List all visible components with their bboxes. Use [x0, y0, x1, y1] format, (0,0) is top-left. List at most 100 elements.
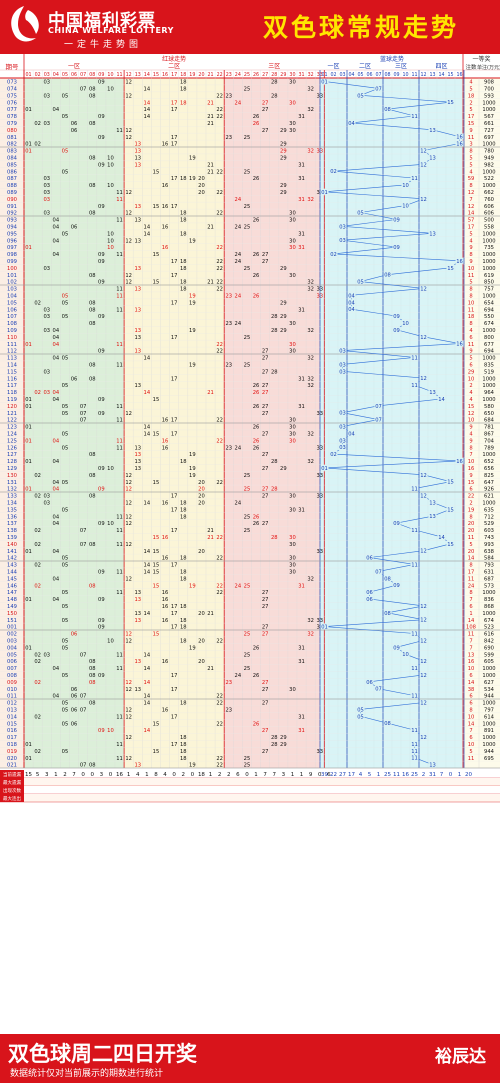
red-ball-number: 30	[289, 438, 296, 444]
blue-ball-number: 11	[411, 666, 418, 672]
blue-ball-number: 02	[330, 452, 337, 458]
prize-count: 22	[468, 494, 475, 500]
red-ball-number: 25	[244, 763, 251, 769]
red-ball-number: 21	[207, 162, 214, 168]
red-number-header: 32	[308, 72, 314, 78]
prize-count: 4	[469, 238, 473, 244]
prize-amount: 789	[484, 445, 494, 451]
red-ball-number: 21	[207, 225, 214, 231]
red-ball-number: 28	[271, 459, 278, 465]
prize-amount: 614	[484, 714, 495, 720]
red-ball-number: 15	[153, 169, 160, 175]
prize-count: 10	[468, 714, 475, 720]
red-ball-number: 28	[271, 369, 278, 375]
red-ball-number: 29	[280, 300, 287, 306]
red-ball-number: 10	[107, 238, 114, 244]
prize-count: 18	[468, 314, 475, 320]
blue-ball-number: 12	[420, 473, 427, 479]
prize-amount: 519	[484, 369, 494, 375]
red-ball-number: 13	[134, 687, 141, 693]
blue-ball-bg	[374, 685, 383, 692]
blue-ball-number: 12	[420, 618, 427, 624]
prize-amount: 949	[484, 156, 494, 162]
red-ball-number: 10	[107, 162, 114, 168]
prize-amount: 684	[484, 418, 495, 424]
red-ball-number: 04	[53, 666, 60, 672]
blue-number-header: 10	[402, 72, 408, 78]
red-ball-number: 18	[180, 514, 187, 520]
red-ball-number: 17	[171, 100, 178, 106]
prize-amount: 674	[484, 618, 495, 624]
prize-count: 5	[469, 280, 472, 286]
blue-ball-bg	[392, 582, 401, 589]
red-ball-number: 14	[144, 432, 151, 438]
red-number-header: 31	[298, 72, 304, 78]
period-label: 118	[7, 390, 17, 396]
red-ball-number: 08	[89, 321, 96, 327]
red-missing-value: 0	[91, 772, 95, 778]
red-ball-number: 15	[153, 204, 160, 210]
blue-ball-bg	[446, 99, 455, 106]
red-ball-number: 32	[307, 280, 314, 286]
red-ball-number: 13	[134, 466, 141, 472]
red-ball-number: 09	[98, 673, 105, 679]
blue-ball-number: 10	[402, 183, 409, 189]
red-ball-number: 27	[262, 107, 269, 113]
red-ball-number: 08	[89, 300, 96, 306]
prize-count: 7	[469, 197, 472, 203]
red-ball-number: 31	[298, 231, 305, 237]
red-ball-number: 18	[180, 266, 187, 272]
red-number-header: 16	[162, 72, 168, 78]
prize-amount: 1000	[482, 721, 495, 727]
blue-ball-number: 12	[420, 700, 427, 706]
blue-ball-bg	[410, 754, 419, 761]
blue-ball-number: 06	[366, 556, 373, 562]
prize-amount: 1000	[482, 231, 495, 237]
red-ball-number: 08	[89, 121, 96, 127]
red-ball-number: 07	[80, 542, 87, 548]
red-ball-number: 17	[171, 604, 178, 610]
prize-amount: 567	[484, 114, 494, 120]
period-label: 095	[7, 231, 17, 237]
red-ball-number: 16	[162, 618, 169, 624]
red-ball-number: 04	[53, 487, 60, 493]
red-ball-number: 08	[89, 363, 96, 369]
blue-ball-number: 10	[402, 652, 409, 658]
red-ball-number: 07	[80, 87, 87, 93]
prize-count: 8	[469, 563, 472, 569]
red-ball-number: 04	[53, 342, 60, 348]
blue-ball-number: 11	[411, 756, 418, 762]
red-ball-number: 01	[25, 756, 32, 762]
period-label: 123	[7, 425, 17, 431]
red-ball-number: 16	[162, 535, 169, 541]
prize-count-header: 注数	[465, 63, 477, 71]
red-ball-number: 05	[62, 300, 69, 306]
blue-ball-number: 12	[420, 376, 427, 382]
red-ball-number: 14	[144, 100, 151, 106]
red-missing-value: 1	[291, 772, 295, 778]
blue-ball-number: 03	[339, 369, 346, 375]
blue-ball-number: 04	[348, 121, 355, 127]
red-ball-number: 25	[244, 335, 251, 341]
blue-ball-number: 11	[411, 383, 418, 389]
red-ball-number: 33	[316, 93, 323, 99]
blue-ball-bg	[320, 464, 329, 471]
prize-amount: 891	[484, 728, 494, 734]
prize-count: 6	[469, 363, 472, 369]
red-ball-number: 26	[253, 438, 260, 444]
prize-amount: 674	[484, 321, 495, 327]
prize-amount: 694	[484, 349, 495, 355]
red-ball-number: 17	[171, 507, 178, 513]
prize-amount: 836	[484, 597, 494, 603]
red-missing-value: 0	[172, 772, 176, 778]
blue-ball-bg	[392, 216, 401, 223]
red-ball-number: 05	[62, 445, 69, 451]
red-ball-number: 05	[62, 721, 69, 727]
red-ball-number: 02	[34, 142, 41, 148]
prize-amount: 700	[484, 87, 494, 93]
blue-ball-number: 09	[393, 583, 400, 589]
prize-count: 16	[468, 659, 475, 665]
red-ball-number: 11	[116, 666, 123, 672]
red-ball-number: 13	[134, 218, 141, 224]
red-ball-number: 08	[89, 87, 96, 93]
